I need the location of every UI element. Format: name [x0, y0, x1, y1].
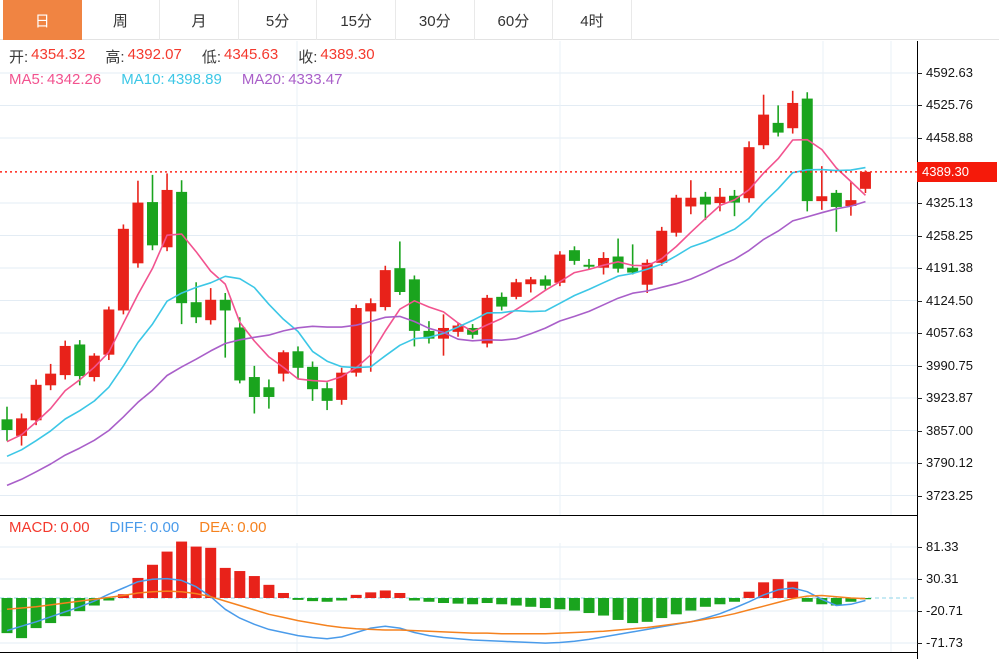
price-chart[interactable]: [0, 41, 917, 515]
macd-axis-label: 81.33: [926, 538, 959, 554]
ohlc-open: 开: 4354.32: [9, 46, 85, 67]
tab-bar: 日周月 5分 15分 30分 60分 4时: [0, 0, 999, 40]
price-axis-label: 3990.75: [926, 357, 973, 373]
close-label: 收:: [298, 49, 318, 66]
dea-legend: DEA: 0.00: [199, 519, 266, 536]
macd-chart[interactable]: [0, 541, 917, 652]
axis-tick-mark: [917, 546, 922, 548]
axis-tick-mark: [917, 300, 922, 302]
price-axis-label: 3923.87: [926, 390, 973, 405]
macd-legend: MACD: 0.00: [9, 519, 90, 536]
ma20-value: 4333.47: [288, 71, 343, 88]
price-axis-label: 4258.25: [926, 227, 973, 243]
axis-tick-mark: [917, 430, 922, 432]
axis-tick-mark: [917, 73, 922, 74]
price-axis-label: 4592.63: [926, 65, 973, 80]
price-axis-label: 3857.00: [926, 422, 973, 438]
axis-tick-mark: [917, 495, 922, 497]
price-axis-label: 3723.25: [926, 487, 973, 503]
macd-value: 0.00: [60, 519, 90, 536]
axis-tick-mark: [917, 398, 922, 399]
price-axis-label: 4525.76: [926, 97, 973, 113]
tab-5min[interactable]: 5分: [239, 0, 318, 40]
tab-week[interactable]: 周: [82, 0, 161, 40]
macd-label: MACD:: [9, 519, 58, 536]
ma20-legend: MA20: 4333.47: [242, 71, 343, 88]
ma-legend-row: MA5: 4342.26 MA10: 4398.89 MA20: 4333.47: [9, 71, 342, 88]
axis-tick-mark: [917, 365, 922, 367]
axis-tick-mark: [917, 105, 922, 107]
open-value: 4354.32: [31, 46, 86, 63]
ohlc-high: 高: 4392.07: [105, 46, 181, 67]
macd-chart-canvas[interactable]: [0, 541, 917, 652]
high-label: 高:: [105, 49, 125, 66]
price-axis-label: 4124.50: [926, 292, 973, 308]
price-axis-label: 4458.88: [926, 129, 973, 145]
tab-15min[interactable]: 15分: [317, 0, 396, 40]
close-value: 4389.30: [320, 46, 375, 63]
macd-axis-label: 30.31: [926, 570, 959, 586]
diff-value: 0.00: [150, 519, 180, 536]
axis-tick-mark: [917, 610, 922, 612]
axis-tick-mark: [917, 235, 922, 237]
low-label: 低:: [201, 49, 221, 66]
tab-month[interactable]: 月: [160, 0, 239, 40]
diff-legend: DIFF: 0.00: [110, 519, 180, 536]
tab-4hour[interactable]: 4时: [553, 0, 632, 40]
ohlc-low: 低: 4345.63: [202, 46, 278, 67]
price-axis-label: 4057.63: [926, 324, 973, 340]
ohlc-row: 开: 4354.32 高: 4392.07 低: 4345.63 收: 4389.30: [9, 46, 375, 67]
diff-label: DIFF:: [109, 519, 148, 536]
axis-tick-mark: [917, 332, 922, 334]
panel-divider-line: [0, 515, 917, 516]
macd-bottom-line: [0, 652, 917, 653]
price-chart-canvas[interactable]: [0, 41, 917, 515]
price-axis-label: 4191.38: [926, 259, 973, 275]
ma10-label: MA10:: [121, 71, 165, 88]
ma5-value: 4342.26: [47, 71, 102, 88]
ma20-label: MA20:: [241, 71, 286, 88]
axis-tick-mark: [917, 267, 922, 269]
current-price-badge: 4389.30: [917, 161, 997, 182]
high-value: 4392.07: [127, 46, 182, 63]
tab-day[interactable]: 日: [3, 0, 82, 40]
axis-tick-mark: [917, 202, 922, 204]
open-label: 开:: [9, 49, 29, 66]
price-axis-label: 4325.13: [926, 194, 973, 210]
ma5-label: MA5:: [9, 71, 45, 88]
macd-legend-row: MACD: 0.00 DIFF: 0.00 DEA: 0.00: [9, 519, 266, 536]
axis-tick-mark: [917, 642, 922, 644]
axis-tick-mark: [917, 463, 922, 464]
tab-60min[interactable]: 60分: [475, 0, 554, 40]
macd-axis-label: -20.71: [926, 602, 963, 618]
axis-tick-mark: [917, 137, 922, 139]
low-value: 4345.63: [223, 46, 279, 63]
ma5-legend: MA5: 4342.26: [9, 71, 101, 88]
right-axis-line: [917, 41, 918, 659]
ma10-value: 4398.89: [167, 71, 222, 88]
tab-30min[interactable]: 30分: [396, 0, 475, 40]
dea-value: 0.00: [237, 519, 267, 536]
macd-axis-label: -71.73: [926, 634, 963, 650]
price-axis: 4389.30 4592.63 4525.76 4458.88 4325.13 4258…: [917, 0, 999, 659]
ma10-legend: MA10: 4398.89: [121, 71, 222, 88]
ohlc-close: 收: 4389.30: [298, 46, 374, 67]
dea-label: DEA:: [199, 519, 235, 536]
axis-tick-mark: [917, 578, 922, 580]
price-axis-label: 3790.12: [926, 455, 973, 470]
